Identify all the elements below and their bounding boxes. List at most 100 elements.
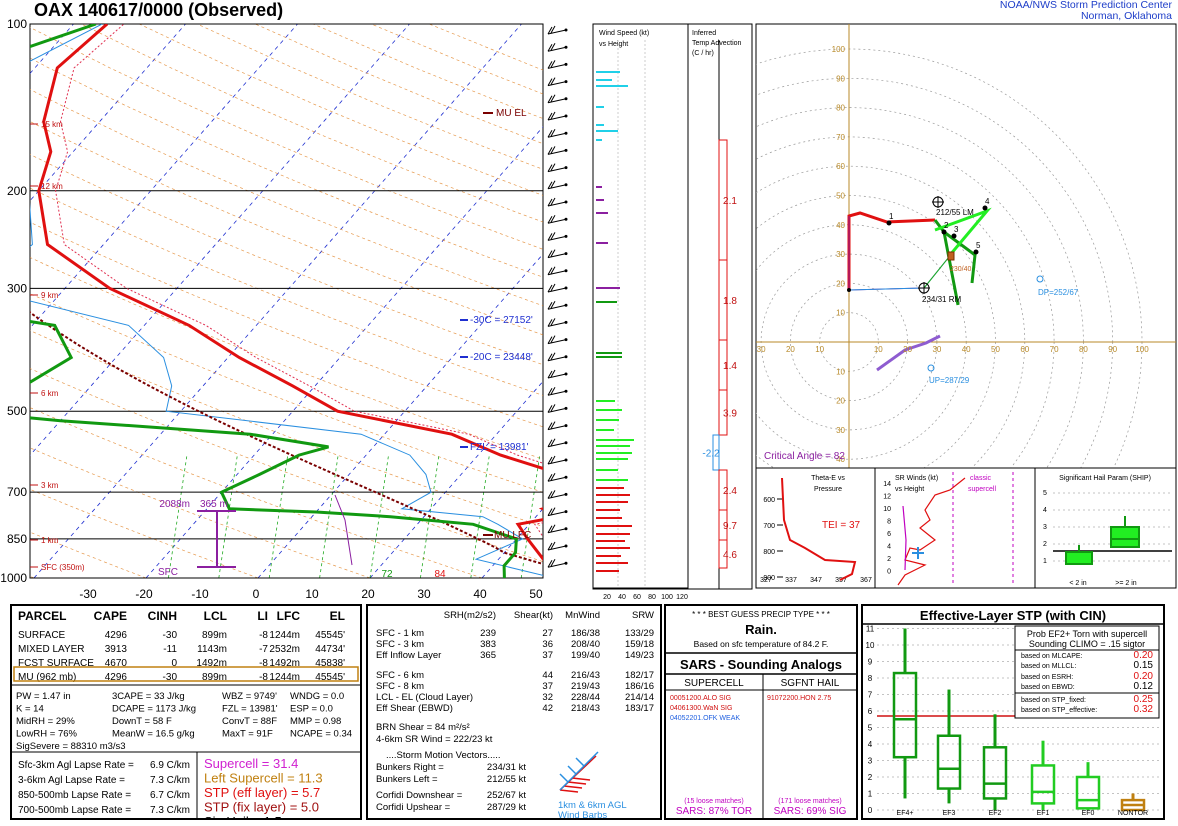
downshear-marker: [1036, 275, 1044, 283]
critical-angle-label: Critical Angle = 82: [764, 451, 845, 462]
kin-cell: 44: [542, 670, 553, 681]
temp-tick: 40: [473, 587, 487, 601]
parcel-header: LCL: [204, 609, 227, 623]
theta-e-x-tick: 327: [760, 577, 772, 584]
dry-adiabat: [30, 293, 543, 493]
isotherm: [930, 24, 1178, 578]
precip-value: Rain.: [745, 622, 777, 637]
advection-title-2: Temp Advection: [692, 40, 742, 47]
stp-box-1: [936, 689, 962, 804]
parcel-cell: -8: [259, 658, 268, 669]
precip-sars-panel: * * * BEST GUESS PRECIP TYPE * * * Rain. B…: [664, 604, 858, 820]
barb-flag: [550, 128, 556, 137]
credits-line-1: NOAA/NWS Storm Prediction Center: [999, 0, 1172, 11]
barb-staff: [547, 218, 567, 224]
barb-flag: [550, 369, 556, 378]
barb-flag: [550, 197, 556, 206]
barb-flag: [547, 439, 553, 448]
stp-prob-value: 0.32: [1134, 704, 1154, 715]
stp-y-tick: 7: [868, 691, 873, 700]
index-cell: MeanW = 16.5 g/kg: [112, 729, 195, 740]
lapse-value: 6.7 C/km: [150, 790, 190, 801]
barb-flag: [550, 421, 556, 429]
sars-hail-loose: (171 loose matches): [778, 798, 841, 805]
isotherm: [30, 24, 186, 202]
hodograph-point-label: 2: [944, 221, 949, 230]
barb-staff: [547, 81, 567, 87]
kinematics-panel: SRH(m2/s2) Shear(kt) MnWind SRW SFC - 1 km 23…: [366, 604, 662, 821]
stp-prob-label: based on ESRH:: [1021, 674, 1073, 681]
barb-staff: [547, 373, 567, 379]
sr-y-tick: 0: [887, 569, 891, 576]
wind-barb: [547, 249, 568, 259]
sr-winds-line: [897, 477, 966, 586]
wind-barb: [547, 128, 568, 138]
downdraft-line: [334, 494, 353, 566]
parcel-cell: MIXED LAYER: [18, 644, 85, 655]
ship-frame: [1034, 467, 1177, 589]
barb-dot: [564, 80, 568, 84]
stp-prob-value: 0.20: [1134, 671, 1154, 682]
index-cell: WNDG = 0.0: [290, 691, 344, 702]
sars-supercell-loose: (15 loose matches): [684, 798, 744, 805]
wind-speed-title-2: vs Height: [599, 41, 628, 48]
minus20-label: -20C = 23448': [470, 352, 533, 363]
sars-supercell-match: 04061300.WaN SIG: [670, 705, 732, 712]
wind-speed-tick: 40: [618, 594, 626, 601]
wind-barb: [547, 300, 568, 310]
kin-cell: 149/23: [625, 650, 654, 661]
wind-speed-panel: Wind Speed (kt) vs Height 20 40 60 80 100 120: [592, 23, 689, 601]
barb-red-flag: [567, 781, 587, 785]
ship-y-tick: 1: [1043, 558, 1047, 565]
parcel-cell: 1244m: [269, 672, 300, 683]
sr-legend-1: classic: [970, 475, 992, 482]
virtual-temp-line: [55, 24, 543, 538]
lapse-label: 3-6km Agl Lapse Rate =: [18, 775, 125, 786]
barb-staff: [547, 562, 567, 568]
wind-barb: [547, 524, 568, 534]
stp-box: [892, 671, 918, 759]
stp-box: [1075, 775, 1101, 810]
barb-flag: [547, 387, 553, 396]
barb-dot: [564, 544, 568, 548]
barb-flag: [547, 267, 553, 276]
advection-value: 2.1: [723, 196, 737, 207]
kin-cell: 219/43: [571, 681, 600, 692]
dry-adiabat: [313, 24, 543, 119]
theta-e-y-tick: 800: [763, 549, 775, 556]
stp-panel: Effective-Layer STP (with CIN) 0 1 2 3 4 5 6 7 8 9…: [861, 604, 1165, 820]
barb-flag: [547, 250, 553, 258]
ship-y-tick: 5: [1043, 490, 1047, 497]
theta-e-y-tick: 900: [763, 575, 775, 582]
theta-e-y-tick: 700: [763, 523, 775, 530]
composite-supercell: Supercell = 31.4: [204, 756, 298, 771]
sr-y-tick: 10: [883, 506, 891, 513]
hodograph-x-tick: 60: [1020, 345, 1029, 354]
upshear-label: UP=287/29: [929, 376, 970, 385]
barb-dot: [564, 389, 568, 393]
page-title: OAX 140617/0000 (Observed): [34, 0, 284, 20]
ship-box-small: [1065, 551, 1093, 565]
temp-tick: -10: [191, 587, 209, 601]
wind-barb: [547, 197, 568, 207]
hodograph-point: [973, 249, 979, 255]
barb-flag: [550, 352, 556, 361]
stp-category: NONTOR: [1118, 810, 1148, 817]
barb-flag: [547, 353, 553, 362]
wind-barb: [547, 266, 568, 276]
barb-dot: [564, 510, 568, 514]
barb-flag: [550, 541, 556, 550]
dry-adiabat: [30, 57, 543, 278]
barb-dot: [564, 45, 568, 49]
index-cell: ESP = 0.0: [290, 704, 333, 715]
barb-dot: [564, 286, 568, 290]
barb-dot: [564, 252, 568, 256]
kin-cell: 42: [542, 703, 553, 714]
kin-cell: 133/29: [625, 628, 654, 639]
barb-staff: [547, 304, 567, 310]
stp-prob-label: based on MLLCL:: [1021, 663, 1076, 670]
barb-blue-flag: [559, 773, 569, 783]
composite-stp_eff: STP (eff layer) = 5.7: [204, 785, 320, 800]
wind-speed-title-1: Wind Speed (kt): [599, 30, 649, 37]
barb-flag: [550, 94, 556, 103]
